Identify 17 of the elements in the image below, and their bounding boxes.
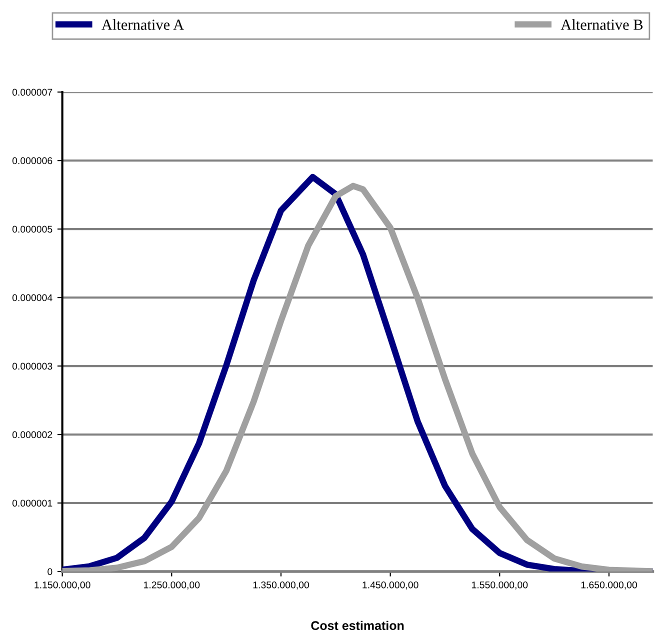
x-tick-label: 1.250.000,00 <box>144 581 200 590</box>
x-axis-title: Cost estimation <box>311 620 404 630</box>
y-tick-label: 0.000001 <box>12 500 52 507</box>
y-tick-label: 0.000004 <box>12 294 52 302</box>
x-tick-label: 1.150.000,00 <box>34 581 90 590</box>
x-tick-label: 1.450.000,00 <box>362 581 418 590</box>
y-tick-label: 0.000006 <box>12 157 52 164</box>
y-tick-label: 0.000003 <box>12 362 52 370</box>
legend-label: Alternative B <box>560 19 643 30</box>
y-tick-label: 0.000005 <box>12 226 52 233</box>
y-tick-label: 0.000002 <box>12 431 52 438</box>
y-tick-label: 0 <box>48 568 52 576</box>
x-tick-label: 1.550.000,00 <box>472 581 528 590</box>
x-tick-label: 1.650.000,00 <box>581 581 637 590</box>
legend-label: Alternative A <box>102 19 184 30</box>
x-tick-label: 1.350.000,00 <box>253 581 309 590</box>
y-tick-label: 0.000007 <box>12 88 52 96</box>
